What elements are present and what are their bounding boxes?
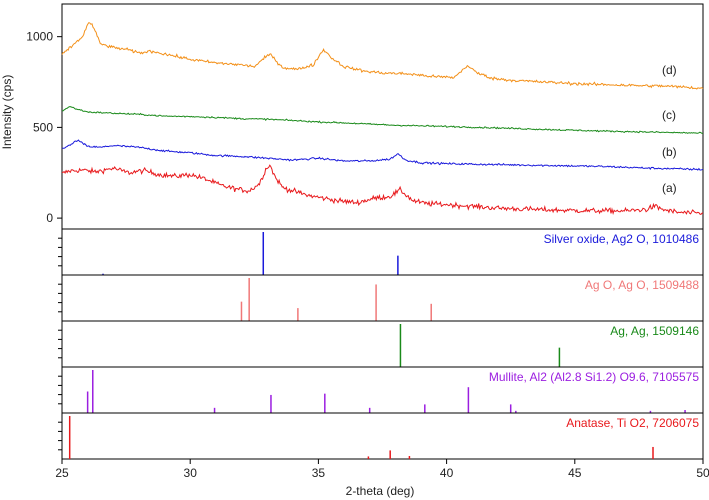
x-tick-label: 40 [440, 466, 454, 480]
reference-panel: Mullite, Al2 (Al2.8 Si1.2) O9.6, 7105575 [58, 366, 704, 414]
reference-panel-frame [61, 412, 704, 460]
series-line-c [61, 106, 704, 134]
curve-label-d: (d) [662, 63, 677, 77]
x-tick-label: 50 [696, 466, 709, 480]
y-tick-label: 0 [46, 211, 53, 225]
x-axis-title: 2-theta (deg) [346, 484, 415, 498]
reference-panel-frame [61, 320, 704, 368]
x-tick-label: 35 [312, 466, 326, 480]
reference-panel: Silver oxide, Ag2 O, 1010486 [58, 228, 704, 276]
reference-panel: Ag, Ag, 1509146 [58, 320, 704, 368]
y-tick-label: 500 [33, 120, 53, 134]
series-line-a [62, 164, 704, 216]
series-line-d [61, 21, 704, 90]
curve-label-a: (a) [662, 181, 677, 195]
y-axis-title: Intensity (cps) [0, 75, 14, 150]
x-axis: 25 30 35 40 45 50 [55, 459, 709, 480]
x-tick-label: 45 [568, 466, 582, 480]
reference-label: Ag O, Ag O, 1509488 [585, 278, 699, 292]
reference-panel: Anatase, Ti O2, 7206075 [58, 412, 704, 460]
y-tick-label: 1000 [26, 30, 53, 44]
curve-label-c: (c) [662, 108, 676, 122]
reference-panel: Ag O, Ag O, 1509488 [58, 274, 704, 322]
curve-label-b: (b) [662, 145, 677, 159]
series-line-b [61, 139, 704, 171]
reference-label: Ag, Ag, 1509146 [610, 324, 699, 338]
reference-label: Silver oxide, Ag2 O, 1010486 [544, 232, 700, 246]
reference-label: Mullite, Al2 (Al2.8 Si1.2) O9.6, 7105575 [489, 370, 699, 384]
reference-label: Anatase, Ti O2, 7206075 [566, 416, 699, 430]
x-tick-label: 30 [184, 466, 198, 480]
x-tick-label: 25 [55, 466, 69, 480]
diffraction-pattern-plot: 0 500 1000 (a) (b) (c) (d) [26, 3, 704, 230]
reference-pattern-panels: Silver oxide, Ag2 O, 1010486 Ag O, Ag O, … [58, 228, 704, 460]
